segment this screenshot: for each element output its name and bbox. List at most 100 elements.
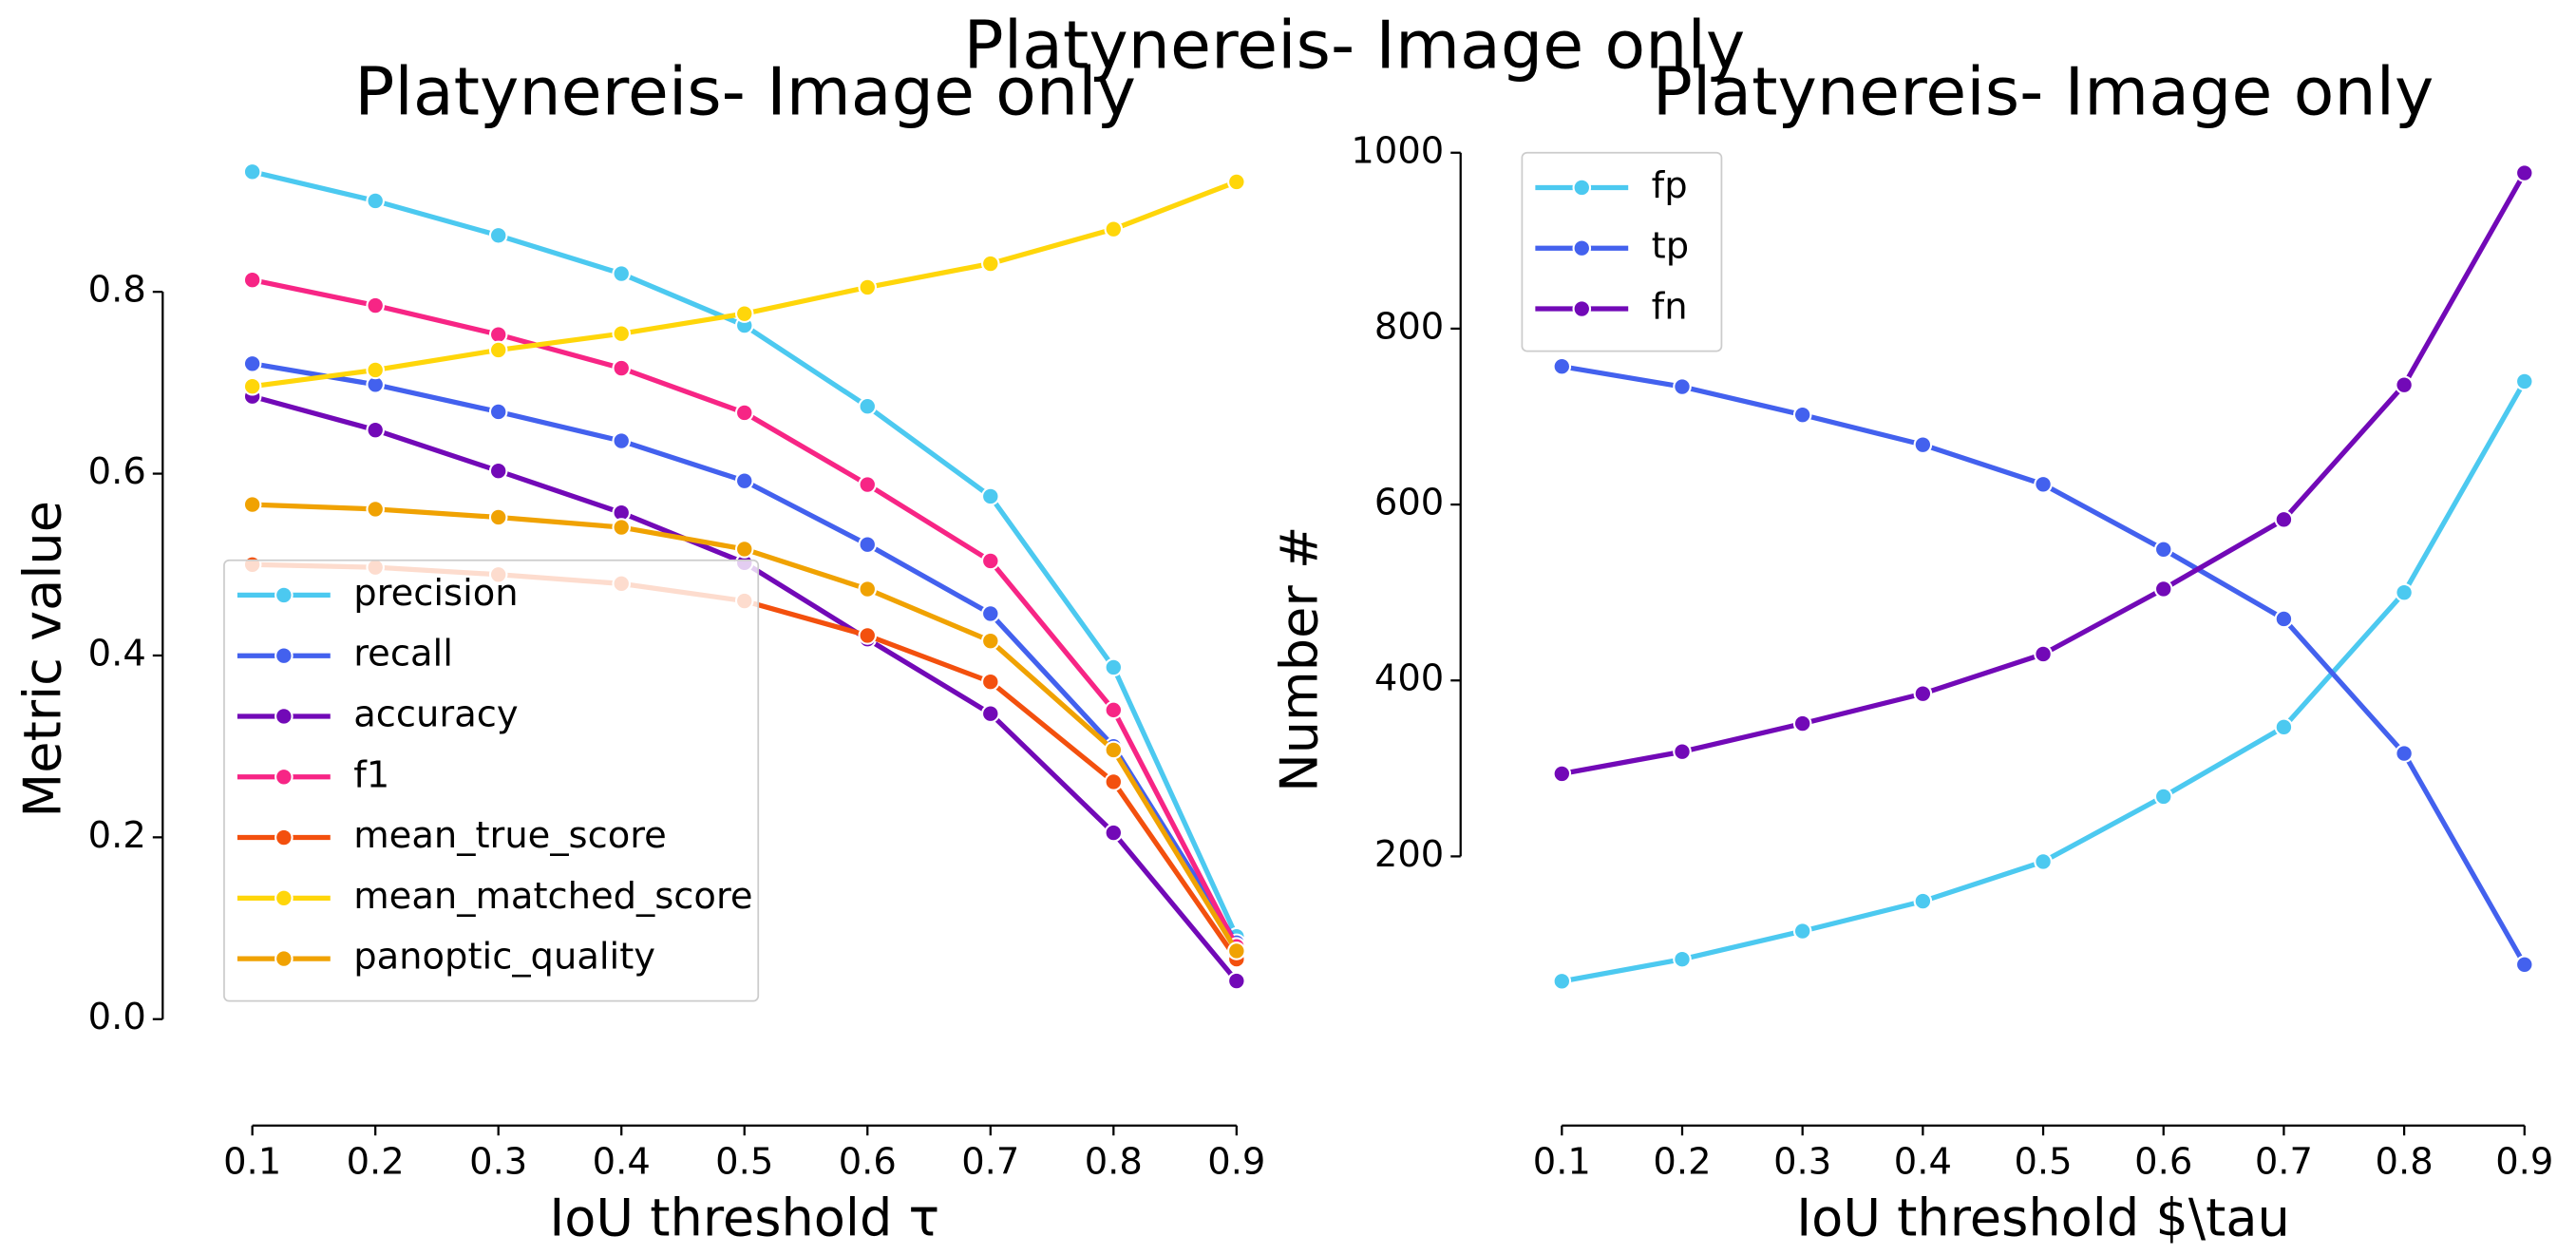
data-point	[1104, 219, 1124, 238]
data-point	[858, 475, 878, 494]
x-tick-label: 0.9	[1207, 1140, 1265, 1183]
data-point	[1104, 740, 1124, 760]
data-point	[981, 631, 1000, 651]
legend-frame	[1521, 151, 1723, 352]
legend-label: f1	[353, 753, 389, 796]
data-point	[1104, 772, 1124, 791]
legend-marker	[275, 707, 294, 726]
x-axis-label: IoU threshold τ	[549, 1188, 939, 1248]
data-point	[242, 495, 262, 514]
data-point	[366, 500, 385, 519]
x-axis-label: IoU threshold $\tau	[1796, 1188, 2290, 1248]
data-point	[1792, 922, 1812, 941]
data-point	[734, 540, 754, 559]
x-tick-label: 0.8	[1085, 1140, 1143, 1183]
data-point	[2034, 644, 2053, 664]
data-point	[488, 340, 508, 360]
data-point	[1552, 972, 1572, 991]
y-tick-label: 200	[1374, 833, 1444, 876]
data-point	[734, 304, 754, 323]
y-tick-label: 0.8	[88, 269, 146, 312]
data-point	[612, 431, 632, 450]
data-point	[858, 580, 878, 599]
legend-label: accuracy	[353, 693, 518, 735]
y-tick-label: 600	[1374, 482, 1444, 524]
legend-label: tp	[1652, 225, 1689, 268]
data-point	[858, 396, 878, 416]
y-tick-label: 400	[1374, 657, 1444, 700]
data-point	[1913, 684, 1933, 703]
x-tick-label: 0.8	[2376, 1140, 2434, 1183]
data-point	[242, 353, 262, 373]
legend: precision recall accuracy f1 mean_true_score…	[223, 559, 760, 1002]
figure-title: Platynereis- Image only	[964, 7, 1746, 84]
x-tick-label: 0.1	[223, 1140, 281, 1183]
legend-marker	[275, 949, 294, 968]
data-point	[488, 507, 508, 527]
data-point	[612, 264, 632, 283]
data-point	[858, 626, 878, 645]
data-point	[1673, 377, 1692, 396]
data-point	[1673, 742, 1692, 762]
data-point	[2395, 582, 2414, 602]
data-point	[612, 358, 632, 378]
data-point	[1227, 971, 1246, 991]
data-point	[1792, 713, 1812, 733]
data-point	[242, 376, 262, 396]
x-tick-label: 0.7	[961, 1140, 1019, 1183]
x-tick-label: 0.1	[1533, 1140, 1591, 1183]
data-point	[366, 295, 385, 315]
x-tick-label: 0.5	[715, 1140, 773, 1183]
data-point	[2274, 609, 2294, 629]
data-point	[612, 324, 632, 343]
data-point	[488, 226, 508, 245]
data-point	[488, 402, 508, 422]
legend-frame	[223, 559, 760, 1002]
legend-label: mean_true_score	[353, 814, 667, 857]
data-point	[2395, 744, 2414, 763]
x-tick-label: 0.4	[1894, 1140, 1952, 1183]
x-tick-label: 0.5	[2014, 1140, 2072, 1183]
legend-marker	[275, 767, 294, 787]
data-point	[1104, 823, 1124, 843]
data-point	[2395, 375, 2414, 394]
data-point	[1552, 356, 1572, 376]
data-point	[242, 270, 262, 290]
data-point	[1552, 764, 1572, 784]
legend-label: precision	[353, 572, 518, 615]
data-point	[981, 486, 1000, 506]
data-point	[1104, 657, 1124, 677]
data-point	[2034, 475, 2053, 494]
y-axis-label: Number #	[1269, 526, 1329, 792]
x-tick-label: 0.7	[2255, 1140, 2313, 1183]
x-tick-label: 0.3	[469, 1140, 527, 1183]
data-point	[366, 420, 385, 440]
legend-marker	[1572, 178, 1592, 198]
data-point	[2514, 955, 2534, 975]
data-point	[981, 604, 1000, 623]
legend-label: mean_matched_score	[353, 875, 752, 918]
data-point	[981, 672, 1000, 692]
x-tick-label: 0.2	[1653, 1140, 1711, 1183]
legend-label: fp	[1652, 164, 1688, 207]
y-tick-label: 0.4	[88, 632, 146, 675]
x-tick-label: 0.3	[1773, 1140, 1831, 1183]
data-point	[1913, 891, 1933, 911]
data-point	[1104, 700, 1124, 720]
legend-marker	[275, 827, 294, 847]
chart-title: Platynereis- Image only	[1653, 53, 2434, 130]
data-point	[366, 191, 385, 211]
data-point	[2514, 163, 2534, 182]
legend-label: fn	[1652, 286, 1688, 329]
data-point	[1227, 172, 1246, 192]
y-tick-label: 800	[1374, 305, 1444, 348]
x-tick-label: 0.2	[347, 1140, 405, 1183]
data-point	[488, 325, 508, 344]
data-point	[2034, 852, 2053, 871]
data-point	[981, 254, 1000, 274]
data-point	[1913, 435, 1933, 454]
legend-marker	[1572, 299, 1592, 318]
data-point	[366, 360, 385, 380]
legend-label: recall	[353, 633, 453, 675]
x-tick-label: 0.6	[839, 1140, 897, 1183]
